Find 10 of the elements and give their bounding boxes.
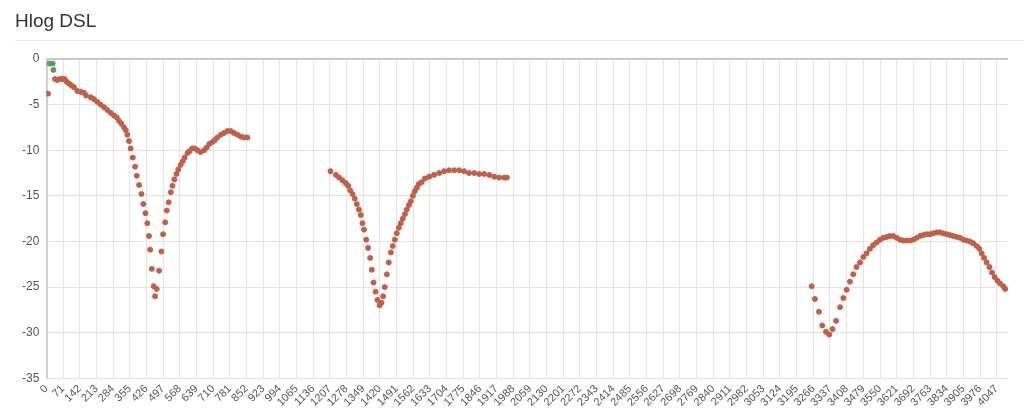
y-tick-label: 0 [32,51,40,66]
y-tick-label: -15 [22,188,40,203]
y-tick-label: -30 [22,325,40,340]
y-tick-label: -35 [22,370,40,385]
y-tick-label: -25 [22,279,40,294]
y-tick-label: -20 [22,233,40,248]
x-tick-label: 0 [37,382,50,395]
chart-title: Hlog DSL [15,9,97,32]
y-tick-label: -10 [22,142,40,157]
y-tick-label: -5 [28,96,40,111]
